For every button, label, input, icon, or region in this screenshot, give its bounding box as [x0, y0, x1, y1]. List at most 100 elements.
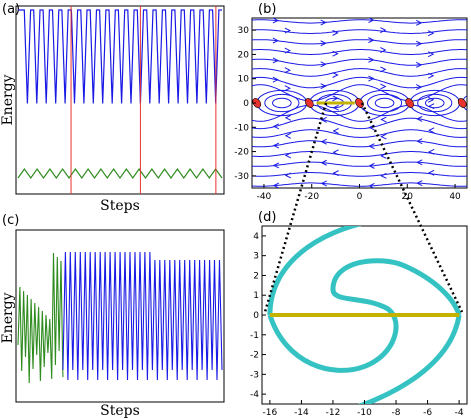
x-tick-label: -6	[423, 408, 432, 418]
y-tick-label: -4	[250, 390, 259, 400]
spiral-arc	[267, 226, 363, 316]
stream-arrow	[272, 182, 280, 188]
stream-arrow	[332, 128, 339, 134]
stream-arrow	[368, 56, 375, 63]
energy-line-green	[17, 167, 223, 180]
x-tick-label: -16	[263, 408, 278, 418]
stream-arrow	[428, 127, 435, 134]
stream-arrow	[332, 149, 339, 156]
zoom-line-right	[360, 102, 464, 313]
streamlines	[252, 18, 467, 188]
spiral-arc	[267, 258, 462, 373]
y-tick-label: 3	[253, 252, 259, 262]
stream-arrow	[272, 142, 280, 149]
panel-a: (a) Steps Energy	[0, 2, 225, 214]
energy-line-blue	[18, 9, 222, 104]
stream-arrow	[380, 116, 387, 123]
y-tick-label: 30	[238, 26, 250, 36]
particle	[405, 98, 415, 108]
streamline	[252, 161, 467, 167]
stream-arrow	[415, 19, 423, 26]
x-tick-label: -10	[357, 408, 372, 418]
streamline	[252, 58, 467, 66]
stream-arrow	[380, 66, 387, 73]
stream-arrow	[320, 138, 327, 145]
stream-arrow	[368, 75, 375, 82]
stream-arrow	[368, 143, 375, 150]
y-tick-label: 2	[253, 271, 259, 281]
stream-arrow	[428, 169, 435, 176]
stream-arrow	[332, 72, 339, 78]
x-tick-label: -40	[257, 192, 272, 202]
streamline	[252, 29, 467, 34]
stream-arrow	[427, 96, 435, 103]
stream-arrow	[272, 57, 280, 64]
stream-arrow	[320, 180, 327, 187]
x-tick-label: 0	[357, 192, 363, 202]
energy-line-green	[17, 252, 64, 384]
streamline	[252, 19, 467, 24]
stream-arrow	[320, 40, 327, 47]
stream-arrow	[428, 148, 435, 155]
zoom-connectors	[263, 102, 464, 313]
stream-arrow	[427, 30, 435, 37]
stream-arrow	[380, 153, 387, 159]
y-tick-label: 20	[238, 50, 250, 60]
stream-arrow	[284, 132, 292, 139]
orbit	[424, 97, 445, 109]
y-tick-label: 0	[243, 99, 249, 109]
stream-arrow	[320, 159, 327, 166]
x-tick-label: -8	[392, 408, 401, 418]
spiral-curves	[267, 226, 462, 404]
stream-arrow	[272, 123, 280, 130]
x-tick-label: -14	[294, 408, 309, 418]
streamline	[252, 117, 467, 130]
orbit	[367, 93, 403, 113]
panel-d-label: (d)	[258, 210, 276, 225]
streamline	[252, 140, 467, 148]
panel-c-plot	[17, 251, 223, 384]
panel-a-plot	[17, 6, 223, 194]
stream-arrow	[380, 47, 387, 53]
stream-arrow	[427, 51, 435, 58]
y-tick-label: -30	[234, 172, 249, 182]
stream-arrow	[368, 182, 375, 188]
particle	[457, 98, 467, 108]
stream-arrow	[368, 18, 375, 24]
stream-arrow	[284, 27, 291, 34]
y-tick-label: 10	[238, 75, 250, 85]
y-tick-label: 4	[253, 232, 259, 242]
y-tick-label: -3	[250, 370, 259, 380]
stream-arrow	[380, 172, 387, 179]
y-tick-label: -20	[234, 148, 249, 158]
orbit	[272, 97, 292, 109]
panel-a-frame	[15, 5, 225, 195]
panel-a-ylabel: Energy	[0, 74, 16, 125]
panel-b-ticks: -40 -20 0 20 40 30 20 10 0 -10 -20 -30	[234, 26, 461, 202]
stream-arrow	[416, 138, 423, 145]
stream-arrow	[320, 116, 327, 123]
stream-arrow	[416, 180, 423, 187]
energy-line-blue	[62, 251, 223, 381]
streamline	[252, 104, 467, 122]
stream-arrow	[284, 114, 292, 121]
panel-c-frame	[15, 229, 225, 403]
particle	[252, 98, 262, 108]
particle	[304, 98, 314, 108]
stream-arrow	[416, 159, 423, 166]
panel-a-label: (a)	[2, 2, 20, 17]
stream-arrow	[415, 40, 423, 47]
stream-arrow	[320, 19, 327, 26]
stream-arrow	[332, 170, 339, 177]
x-tick-label: 40	[449, 192, 461, 202]
zoom-line-left	[263, 102, 328, 313]
stream-arrow	[332, 29, 339, 36]
panel-c: (c) Steps Energy	[0, 213, 225, 419]
x-tick-label: 20	[402, 192, 414, 202]
stream-arrow	[284, 47, 291, 54]
streamline	[252, 151, 467, 157]
streamline	[252, 84, 467, 102]
y-tick-label: -10	[234, 123, 249, 133]
stream-arrow	[272, 76, 280, 83]
stream-arrow	[416, 115, 423, 122]
